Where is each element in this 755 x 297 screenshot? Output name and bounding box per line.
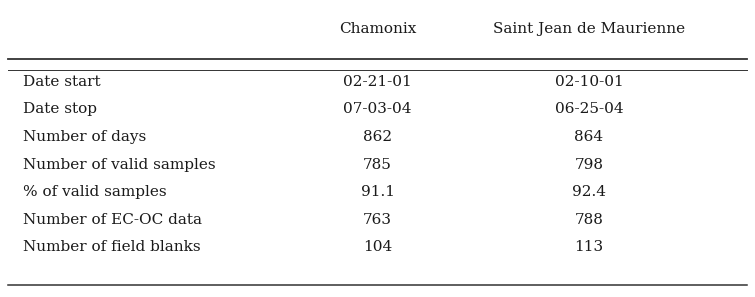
Text: % of valid samples: % of valid samples <box>23 185 166 199</box>
Text: 862: 862 <box>363 130 392 144</box>
Text: Date start: Date start <box>23 75 100 89</box>
Text: Number of days: Number of days <box>23 130 146 144</box>
Text: 02-10-01: 02-10-01 <box>554 75 624 89</box>
Text: Saint Jean de Maurienne: Saint Jean de Maurienne <box>493 22 685 36</box>
Text: Number of valid samples: Number of valid samples <box>23 157 215 172</box>
Text: 788: 788 <box>575 213 603 227</box>
Text: 91.1: 91.1 <box>360 185 395 199</box>
Text: 06-25-04: 06-25-04 <box>555 102 623 116</box>
Text: 864: 864 <box>575 130 603 144</box>
Text: 113: 113 <box>575 240 603 255</box>
Text: Date stop: Date stop <box>23 102 97 116</box>
Text: 798: 798 <box>575 157 603 172</box>
Text: 07-03-04: 07-03-04 <box>344 102 411 116</box>
Text: Number of field blanks: Number of field blanks <box>23 240 200 255</box>
Text: Number of EC-OC data: Number of EC-OC data <box>23 213 202 227</box>
Text: Chamonix: Chamonix <box>339 22 416 36</box>
Text: 92.4: 92.4 <box>572 185 606 199</box>
Text: 763: 763 <box>363 213 392 227</box>
Text: 104: 104 <box>363 240 392 255</box>
Text: 02-21-01: 02-21-01 <box>343 75 412 89</box>
Text: 785: 785 <box>363 157 392 172</box>
